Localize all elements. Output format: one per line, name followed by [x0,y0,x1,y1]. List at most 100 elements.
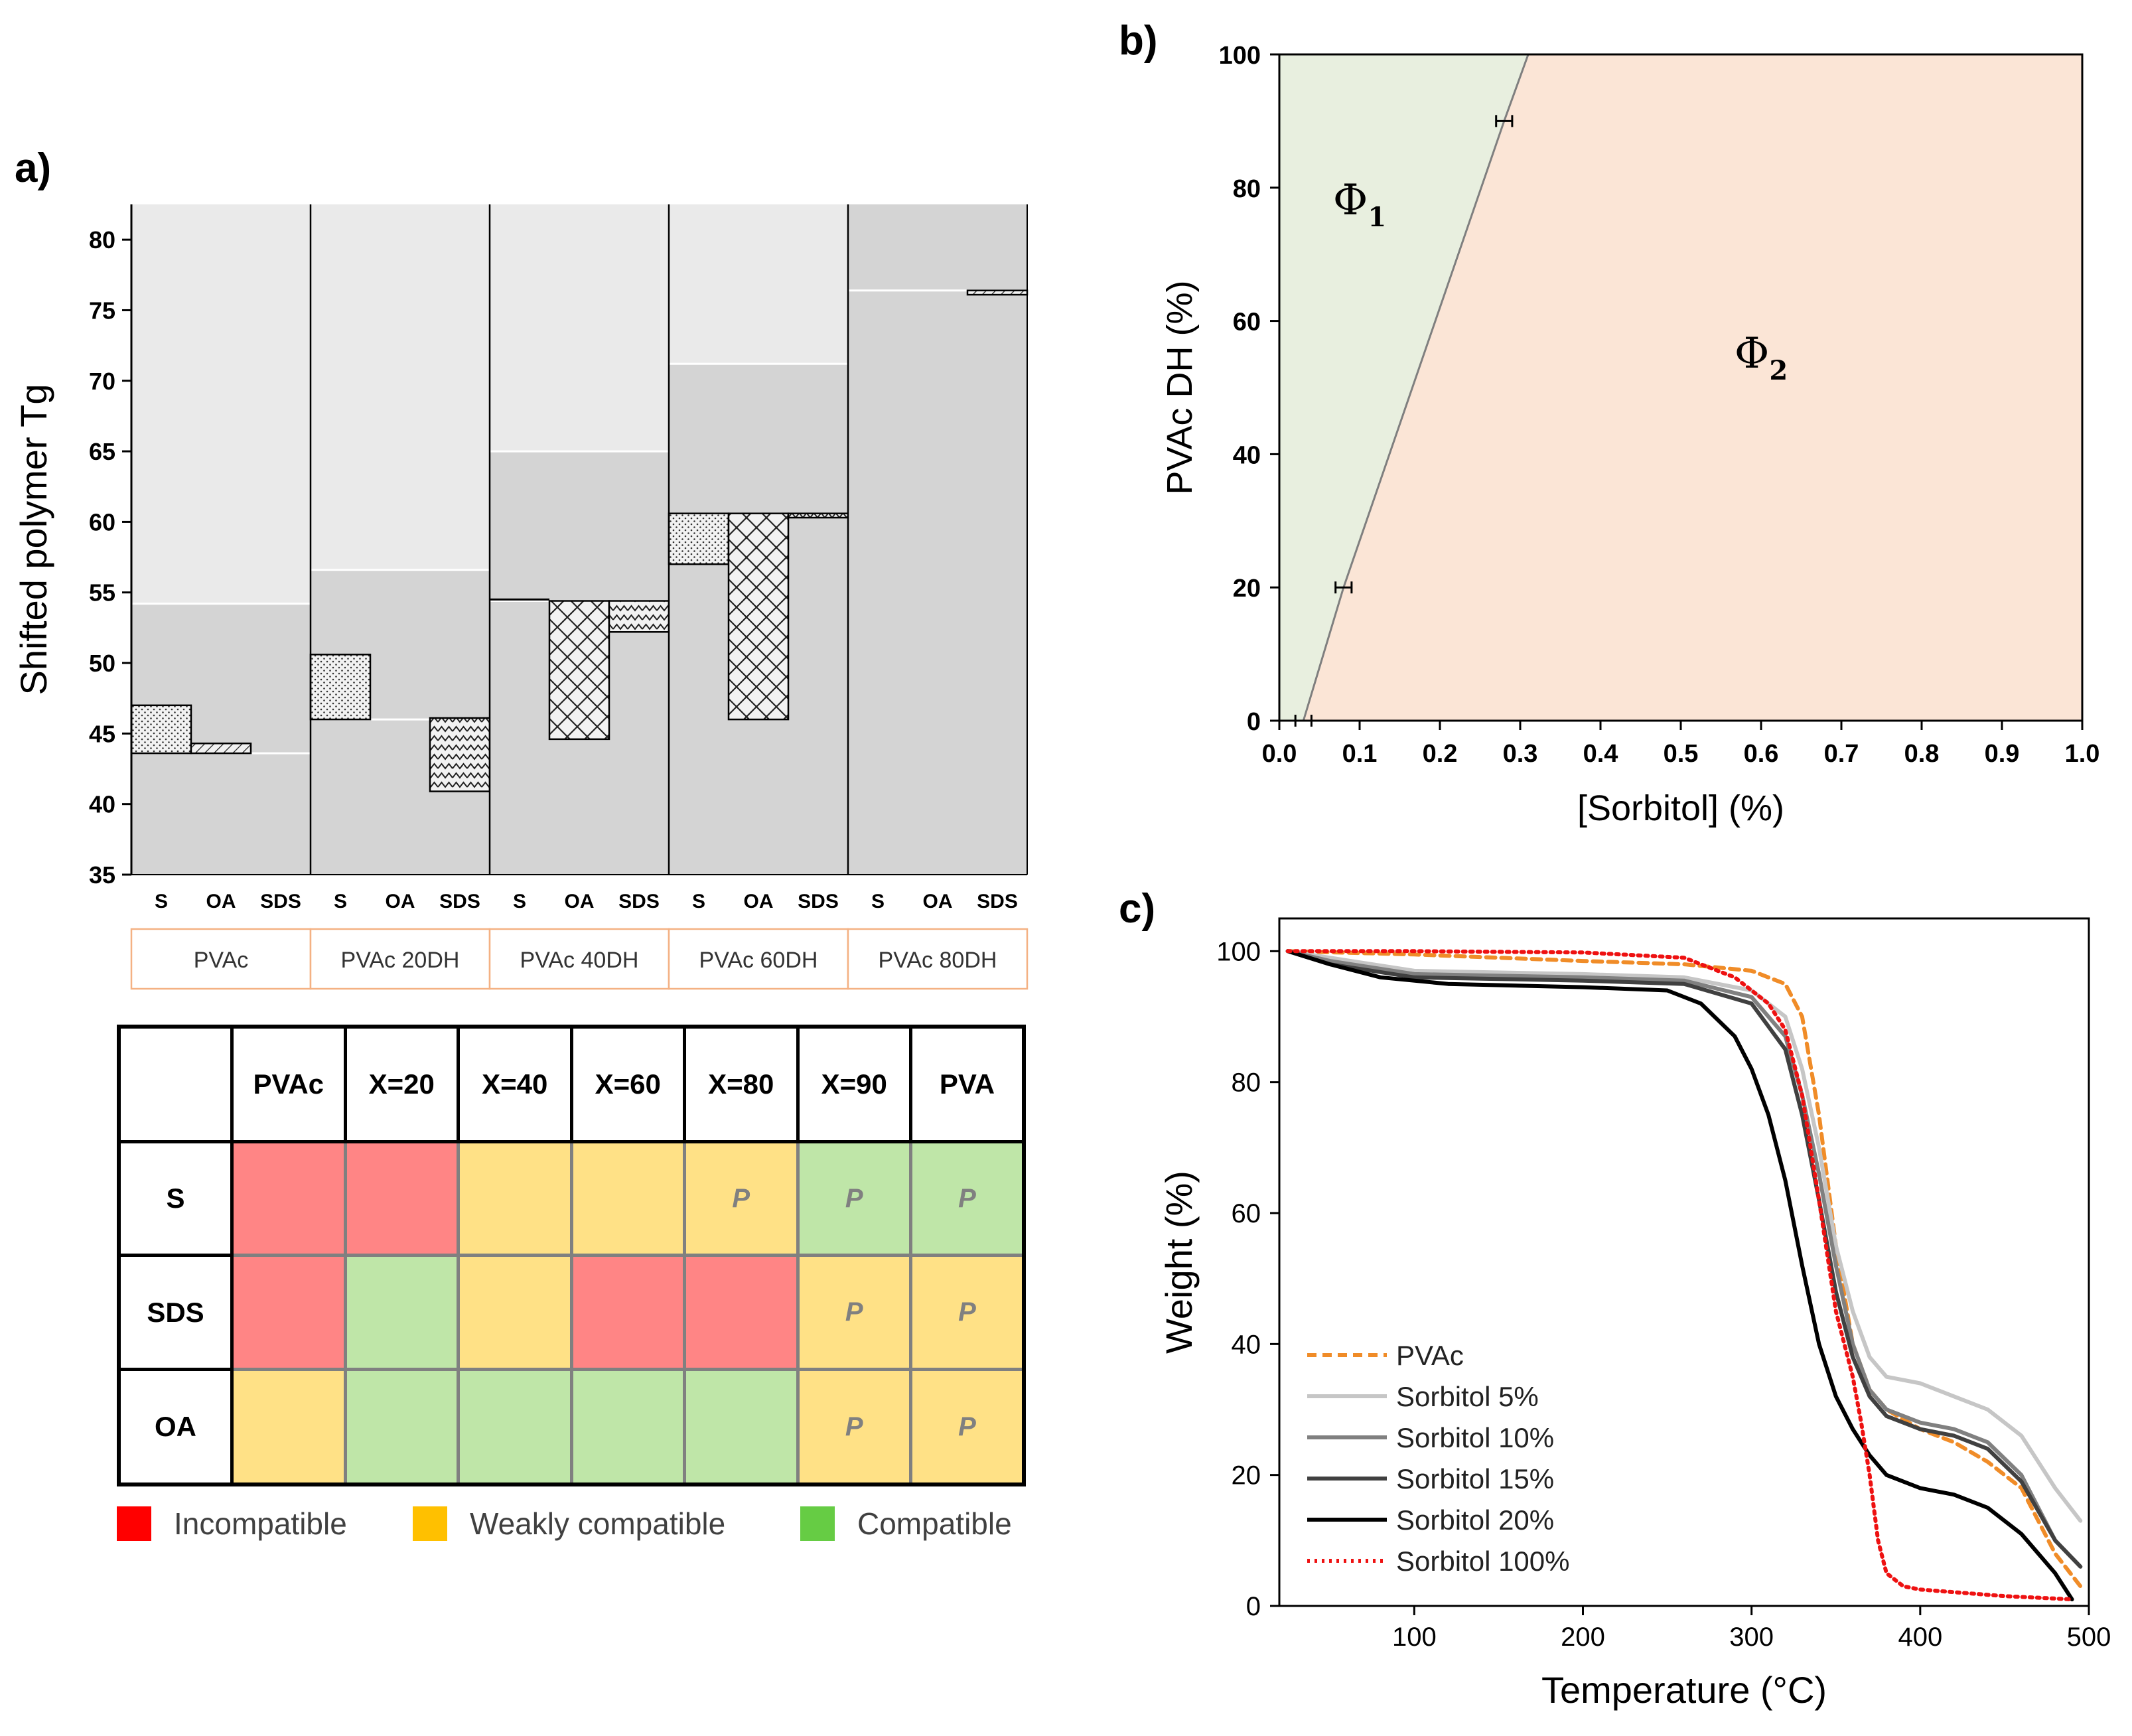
bar-tick-label: SDS [618,891,660,912]
legend-label: Sorbitol 10% [1396,1422,1554,1453]
table-header: PVAc [230,1025,347,1143]
series-line-4 [1285,949,2074,1602]
table-cell: P [683,1139,800,1258]
legend-label: Sorbitol 5% [1396,1381,1539,1412]
table-cell [230,1368,347,1486]
legend-incompatible: Incompatible [117,1506,347,1541]
bar-tick-label: SDS [439,891,480,912]
table-cell [569,1254,686,1372]
region-lower [848,204,1027,875]
bar-s [668,512,730,565]
x-tick-label: 0.5 [1664,740,1699,768]
region-upper [311,204,490,570]
x-axis-label: [Sorbitol] (%) [1577,788,1784,828]
table-cell [230,1254,347,1372]
x-tick-label: 0.9 [1985,740,2020,768]
group-label: PVAc [194,948,249,973]
x-axis-label: Temperature (°C) [1541,1669,1827,1711]
table-cell: P [796,1254,912,1372]
series-line-2 [1285,949,2083,1569]
x-tick-label: 300 [1729,1623,1774,1652]
table-header: PVA [909,1025,1026,1143]
table-cell [569,1139,686,1258]
region-upper [669,204,848,364]
y-tick-label: 75 [89,297,115,324]
bar-sds [429,717,491,792]
legend-label: Incompatible [174,1506,347,1541]
bar-tick-label: SDS [977,891,1018,912]
group-label-box [847,928,1029,990]
group-label-box [130,928,312,990]
group-label-box [488,928,670,990]
table-cell: P [796,1368,912,1486]
bar-tick-label: SDS [798,891,839,912]
y-tick-label: 50 [89,650,115,677]
x-tick-label: 0.3 [1503,740,1538,768]
x-tick-label: 400 [1898,1623,1942,1652]
y-axis-label: PVAc DH (%) [1160,280,1200,494]
y-tick-label: 100 [1216,937,1261,966]
table-header: X=80 [683,1025,800,1143]
legend-label: PVAc [1396,1340,1464,1371]
bar-tick-label: OA [206,891,236,912]
series-line-0 [1285,949,2083,1589]
plot-background [1279,918,2089,1606]
x-tick-label: 500 [2067,1623,2111,1652]
y-axis-label: Shifted polymer Tg [13,384,54,695]
region-label-phi2: Φ2 [1735,329,1788,386]
bar-sds [787,512,849,519]
x-tick-label: 0.6 [1744,740,1779,768]
bar-tick-label: OA [386,891,415,912]
y-tick-label: 60 [1233,309,1261,336]
y-tick-label: 80 [89,226,115,253]
group-label: PVAc 20DH [341,948,460,973]
table-header: X=90 [796,1025,912,1143]
y-tick-label: 65 [89,438,115,465]
group-label-box [309,928,491,990]
legend-label: Sorbitol 20% [1396,1504,1554,1536]
table-header: X=20 [343,1025,460,1143]
table-cell [343,1139,460,1258]
x-tick-label: 0.8 [1904,740,1940,768]
table-corner [117,1025,234,1143]
chart-b: 0.0 0.1 0.2 0.3 0.4 0.5 0.6 0.7 0.8 0.9 1.0 0 20 40 60… [1160,42,2099,828]
panel-label-a: a) [15,145,52,191]
bar-tick-label: OA [565,891,595,912]
bar-s [309,654,372,721]
table-cell: P [909,1368,1026,1486]
plot-frame [1278,917,2090,1607]
group-label: PVAc 80DH [879,948,997,973]
table-cell [230,1139,347,1258]
series-line-3 [1285,949,2083,1569]
group-label-box [668,928,849,990]
table-row: SDS P P [117,1254,1026,1372]
x-tick-label: 0.2 [1423,740,1458,768]
table-header: X=60 [569,1025,686,1143]
region-subscript: 1 [1368,202,1386,233]
bar-tick-label: S [155,891,168,912]
bar-tick-label: OA [744,891,774,912]
bar-oa [190,743,252,755]
x-tick-label: 0.1 [1342,740,1378,768]
legend-label: Weakly compatible [470,1506,726,1541]
bar-tick-label: S [871,891,885,912]
table-header-row: PVAc X=20 X=40 X=60 X=80 X=90 PVA [117,1025,1026,1143]
y-tick-label: 80 [1232,1068,1261,1098]
table-cell [683,1254,800,1372]
y-tick-label: 60 [89,508,115,536]
bar-tick-label: OA [923,891,953,912]
table-cell: P [796,1139,912,1258]
error-bar [1495,115,1514,127]
y-tick-label: 70 [89,368,115,395]
legend-label: Sorbitol 100% [1396,1546,1570,1577]
table-cell [683,1368,800,1486]
legend-compatible: Compatible [800,1506,1012,1541]
bar-tick-label: S [692,891,705,912]
error-bar [1334,581,1353,594]
table-cell [569,1368,686,1486]
x-tick-label: 100 [1392,1623,1437,1652]
y-tick-label: 40 [89,791,115,818]
series-line-1 [1285,949,2083,1523]
y-tick-label: 60 [1232,1199,1261,1228]
legend-label: Compatible [857,1506,1012,1541]
